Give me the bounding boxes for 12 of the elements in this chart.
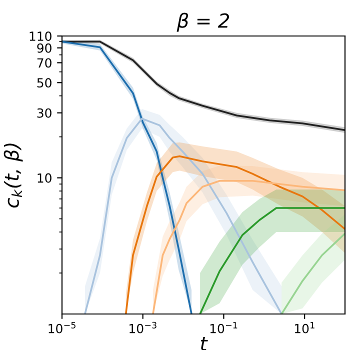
x-tick-label: 10$^{1}$ bbox=[294, 322, 314, 334]
y-tick-label: 110 bbox=[30, 31, 52, 41]
y-tick-label: 50 bbox=[37, 78, 52, 88]
x-tick-label: 10$^{−3}$ bbox=[130, 322, 156, 334]
y-tick-label: 90 bbox=[37, 43, 52, 53]
y-tick-label: 70 bbox=[37, 58, 52, 68]
x-tick-label: 10$^{−5}$ bbox=[48, 322, 76, 334]
y-tick-label: 10 bbox=[38, 173, 52, 183]
x-tick-label: 10$^{−1}$ bbox=[210, 322, 238, 334]
y-tick-label: 30 bbox=[37, 108, 52, 118]
chart-title: β = 2 bbox=[176, 12, 230, 32]
y-axis-title: c$_{k}$(t, β) bbox=[4, 144, 23, 208]
